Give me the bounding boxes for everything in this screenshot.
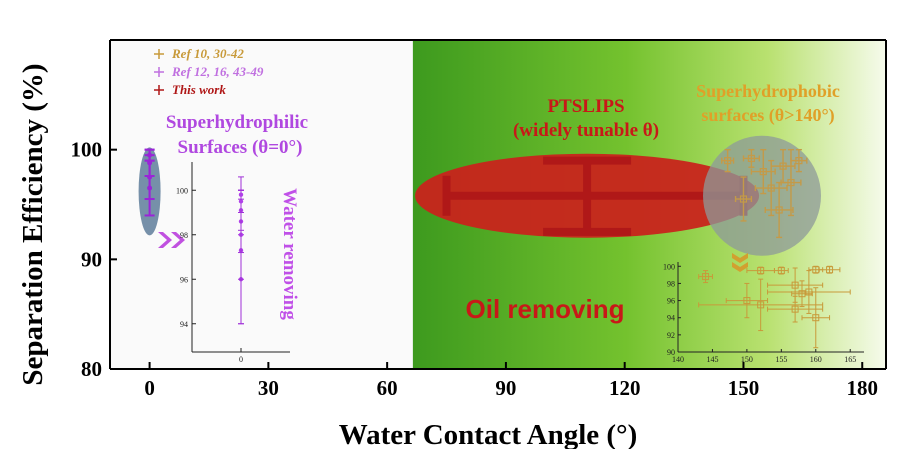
inset-right-marker [743,297,751,305]
legend-label: Ref 10, 30-42 [171,46,244,61]
inset-left-ytick-label: 98 [180,231,188,240]
inset-right-point [767,270,851,314]
superhydrophobic-marker [747,154,755,163]
inset-right-xtick-label: 155 [775,355,787,364]
ptslips-label-line2: (widely tunable θ) [513,120,659,141]
inset-right-marker [757,301,765,309]
superhydrophilic-point [144,148,155,162]
y-axis-label: Separation Efficiency (%) [17,63,49,385]
legend-entry: Ref 10, 30-42 [154,46,244,61]
inset-left-marker [238,199,244,204]
superhydrophobic-ellipse [703,135,821,256]
oil-removing-label: Oil removing [466,294,625,324]
inset-right-point [818,265,841,274]
superhydrophobic-marker [787,178,795,187]
superhydrophobic-marker [739,195,748,203]
inset-right-xtick-label: 165 [844,355,856,364]
inset-right-marker [826,266,834,274]
superhydrophobic-point [764,181,794,239]
legend-label: This work [172,82,226,97]
inset-right-marker [791,305,799,313]
y-tick-label: 100 [71,138,103,162]
inset-right-ytick-label: 92 [667,331,675,340]
inset-right-xtick-label: 160 [810,355,822,364]
inset-left-ytick-label: 96 [180,275,188,284]
ptslips-label-line1: PTSLIPS [547,96,624,117]
superhydrophobic-point [790,148,808,173]
inset-right-point [791,280,813,308]
y-tick-label: 90 [81,247,102,271]
water-removing-label: Water removing [279,188,300,320]
inset-left-ytick-label: 94 [180,320,188,329]
x-tick-label: 30 [258,376,279,400]
x-tick-label: 0 [144,376,155,400]
y-tick-label: 80 [81,357,102,381]
inset-right-ytick-label: 94 [667,314,675,323]
superhydrophobic-label-line1: Superhydrophobic [696,81,840,101]
superhydrophobic-marker [775,206,783,214]
inset-right-xtick-label: 150 [741,355,753,364]
inset-right-xtick-label: 140 [672,355,684,364]
superhydrophilic-label-line2: Surfaces (θ=0°) [178,137,303,158]
inset-right-marker [702,273,710,281]
inset-right-point [801,287,831,349]
chevron-icon [158,232,172,248]
superhydrophobic-label-line2: surfaces (θ>140°) [701,105,834,126]
x-tick-label: 150 [728,376,760,400]
inset-right-point [746,266,775,275]
superhydrophobic-point [742,148,761,168]
x-axis-label: Water Contact Angle (°) [339,419,638,449]
legend-entry: Ref 12, 16, 43-49 [154,64,264,79]
superhydrophobic-point [734,176,753,222]
legend-label: Ref 12, 16, 43-49 [171,64,264,79]
inset-right-marker [757,267,765,275]
chevron-icon [732,253,748,263]
chevron-icon [171,232,185,248]
inset-right-ytick-label: 98 [667,279,675,288]
inset-right-ytick-label: 96 [667,297,675,306]
superhydrophobic-marker [767,184,775,192]
superhydrophobic-marker [724,157,732,165]
x-tick-label: 180 [846,376,878,400]
inset-right-marker [777,267,785,275]
inset-right-point [767,295,824,323]
inset-right-marker [791,281,799,289]
superhydrophobic-point [750,148,776,195]
inset-left-point [238,189,244,200]
x-tick-label: 90 [495,376,516,400]
inset-right-marker [798,290,806,298]
legend-entry: This work [154,82,226,97]
inset-right-point [698,270,713,284]
x-tick-label: 120 [609,376,641,400]
inset-right-point [773,266,789,275]
chevron-icon [732,262,748,272]
superhydrophobic-point [754,159,788,217]
inset-right-marker [812,314,820,322]
superhydrophobic-point [770,148,796,184]
superhydrophobic-point [720,148,735,173]
superhydrophobic-marker [779,162,787,170]
legend: Ref 10, 30-42 Ref 12, 16, 43-49 This work [154,46,264,97]
inset-left-ytick-label: 100 [176,186,188,195]
inset-right-xtick-label: 145 [706,355,718,364]
superhydrophobic-marker [759,168,767,176]
inset-left-xtick-label: 0 [239,355,243,364]
x-tick-label: 60 [377,376,398,400]
inset-right-ytick-label: 100 [663,262,675,271]
superhydrophobic-marker [795,157,803,165]
inset-left-marker [238,192,244,197]
inset-right-ytick-label: 90 [667,348,675,357]
superhydrophilic-marker [147,152,153,158]
superhydrophilic-label-line1: Superhydrophilic [166,112,308,133]
